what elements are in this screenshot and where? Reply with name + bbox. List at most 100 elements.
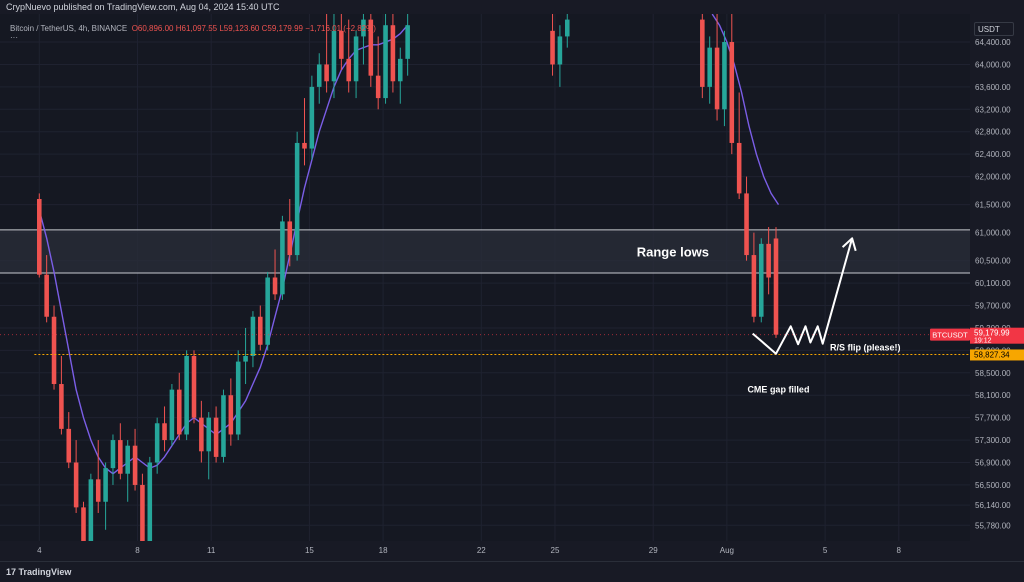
candle-body-up [125, 445, 130, 474]
candle-body-up [169, 389, 175, 441]
price-tag-value: 59,179.99 [974, 329, 1010, 338]
candle-body-down [59, 384, 64, 429]
candle-body-up [221, 395, 226, 457]
candle-body-up [110, 440, 116, 469]
candle-body-up [103, 468, 108, 502]
tradingview-logo[interactable]: 17 TradingView [6, 567, 71, 577]
candle-body-up [331, 30, 337, 82]
level-tag-value: 58,827.34 [974, 350, 1010, 359]
y-tick-label: 56,140.00 [975, 501, 1011, 510]
y-tick-label: 57,700.00 [975, 414, 1011, 423]
candle-body-up [557, 36, 563, 65]
candle-body-down [346, 58, 351, 82]
candle-body-down [287, 221, 293, 256]
annotations-layer: CME gap filled R/S flip (please!) [747, 342, 900, 394]
candle-body-up [309, 86, 315, 149]
price-tag-symbol: BTCUSDT [932, 331, 968, 340]
y-tick-label: 60,100.00 [975, 279, 1011, 288]
legend-high: H61,097.55 [175, 24, 218, 33]
candle-body-down [118, 440, 123, 474]
chart-plot-area[interactable]: Range lows BTCUSDT CME gap filled R/S fli… [0, 14, 970, 541]
candle-body-up [316, 64, 322, 87]
y-tick-label: 62,000.00 [975, 173, 1011, 182]
currency-button[interactable]: USDT [974, 22, 1014, 36]
candle-body-down [744, 193, 749, 256]
x-tick-label: 5 [823, 546, 828, 555]
candle-body-up [235, 361, 241, 435]
time-axis[interactable]: 4 8 11 15 18 22 25 29 Aug 5 8 [0, 541, 970, 561]
tradingview-logo-icon: 17 [6, 567, 17, 577]
x-tick-label: 25 [551, 546, 560, 555]
x-tick-label: 15 [305, 546, 314, 555]
candle-body-down [132, 445, 138, 485]
legend-open: O60,896.00 [131, 24, 174, 33]
candle-body-up [294, 142, 300, 256]
candle-body-up [280, 221, 285, 295]
x-tick-label: 8 [897, 546, 902, 555]
y-tick-label: 56,500.00 [975, 481, 1011, 490]
candle-body-up [147, 462, 153, 541]
y-tick-label: 64,000.00 [975, 60, 1011, 69]
candle-body-down [191, 355, 197, 418]
candle-body-down [324, 64, 329, 82]
candle-body-down [375, 75, 381, 99]
candle-body-down [44, 274, 49, 317]
candle-body-down [700, 19, 705, 87]
projection-layer [752, 237, 857, 355]
footer-bar: 17 TradingView [0, 561, 1024, 582]
range-zone: Range lows [0, 229, 970, 274]
moving-average-line [711, 14, 780, 205]
y-tick-label: 55,780.00 [975, 521, 1011, 530]
y-tick-label: 58,100.00 [975, 391, 1011, 400]
price-tag-bg [970, 327, 1024, 344]
range-lows-label: Range lows [637, 244, 709, 259]
candle-body-down [73, 462, 79, 508]
publisher-line: CrypNuevo published on TradingView.com, … [0, 0, 1024, 14]
y-tick-label: 58,500.00 [975, 369, 1011, 378]
price-axis[interactable]: 64,400.00 64,000.00 63,600.00 63,200.00 62,8… [970, 14, 1024, 541]
candle-body-down [66, 428, 72, 463]
x-tick-label: Aug [720, 546, 734, 555]
candle-body-up [361, 19, 366, 37]
candle-body-up [405, 25, 410, 59]
range-zone-fill [0, 229, 970, 274]
candle-body-up [154, 423, 160, 463]
candle-body-down [140, 484, 145, 541]
candle-body-down [81, 507, 86, 541]
y-tick-label: 64,400.00 [975, 38, 1011, 47]
symbol-legend[interactable]: Bitcoin / TetherUS, 4h, BINANCE O60,896.… [10, 24, 376, 33]
candle-body-up [206, 417, 212, 452]
candle-body-down [95, 479, 101, 502]
projection-path [752, 238, 854, 355]
candle-body-down [228, 395, 234, 435]
legend-symbol: Bitcoin / TetherUS, 4h, BINANCE [10, 24, 128, 33]
legend-low: L59,123.60 [219, 24, 260, 33]
candle-body-up [184, 355, 189, 435]
candle-body-up [383, 25, 388, 99]
y-tick-label: 62,800.00 [975, 128, 1011, 137]
candlestick-chart[interactable]: Range lows BTCUSDT CME gap filled R/S fli… [0, 14, 970, 541]
candle-body-down [550, 30, 555, 65]
candle-body-down [213, 417, 219, 457]
candle-body-down [729, 42, 735, 143]
candle-body-up [250, 316, 256, 356]
candle-body-up [564, 19, 570, 37]
x-tick-label: 11 [207, 546, 216, 555]
candle-body-up [265, 277, 270, 345]
candle-body-up [353, 36, 359, 82]
grid [0, 14, 970, 541]
y-tick-label: 61,500.00 [975, 201, 1011, 210]
tradingview-brand: TradingView [18, 567, 72, 577]
candle-body-down [176, 389, 182, 435]
legend-more-icon[interactable]: ··· [10, 33, 18, 42]
price-tag-symbol-bg [930, 328, 970, 341]
candle-body-down [272, 277, 278, 295]
x-tick-label: 8 [135, 546, 140, 555]
legend-change: −1,716.01 (−2.82%) [305, 24, 376, 33]
candle-body-down [162, 423, 167, 441]
candle-body-down [258, 316, 263, 345]
projection-arrow-head [841, 237, 857, 252]
candle-body-down [37, 199, 42, 275]
x-tick-label: 29 [649, 546, 658, 555]
rs-flip-label: R/S flip (please!) [830, 342, 901, 352]
